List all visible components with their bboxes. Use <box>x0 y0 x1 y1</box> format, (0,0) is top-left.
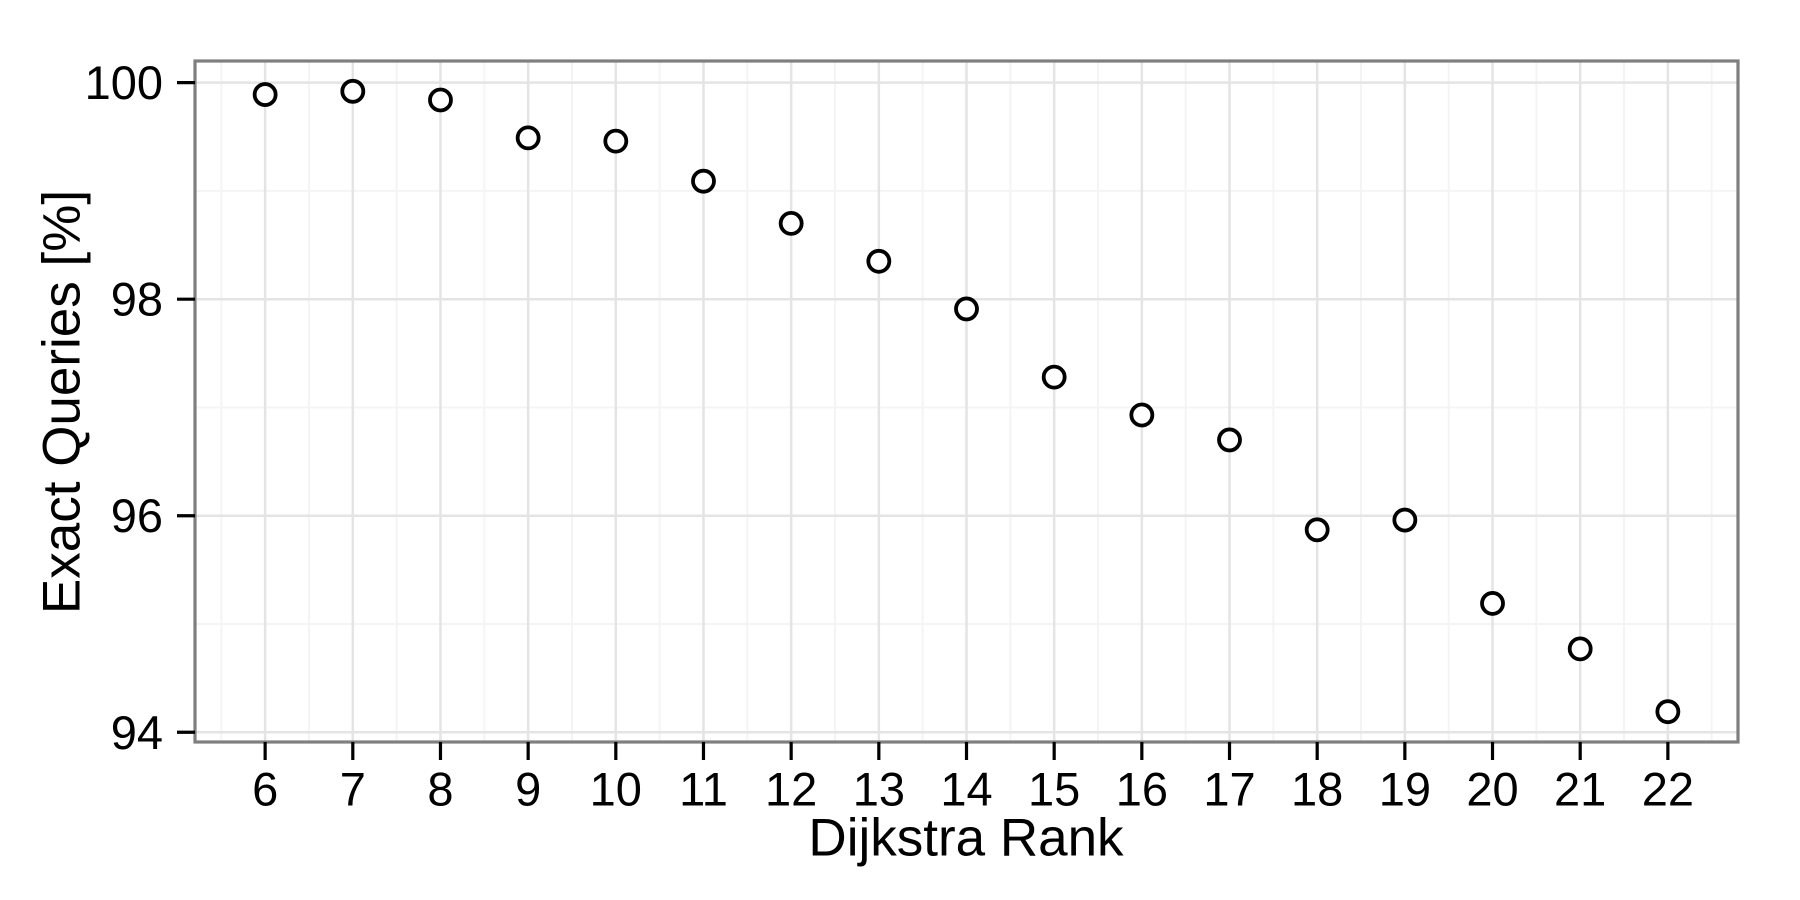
y-tick-label: 98 <box>111 273 163 326</box>
data-point <box>778 211 804 236</box>
x-tick-label: 11 <box>679 763 728 816</box>
x-tick-label: 19 <box>1379 763 1431 816</box>
x-tick-label: 15 <box>1028 763 1080 816</box>
x-tick-label: 21 <box>1554 763 1606 816</box>
data-point <box>603 128 629 154</box>
data-point <box>428 87 453 113</box>
x-tick-label: 18 <box>1291 763 1343 816</box>
y-axis-title: Exact Queries [%] <box>32 189 92 615</box>
data-point <box>1041 364 1067 390</box>
data-point <box>1392 507 1418 533</box>
x-tick-label: 13 <box>853 763 905 816</box>
x-tick-label: 20 <box>1466 763 1518 816</box>
y-tick-label: 100 <box>85 56 163 109</box>
data-point <box>1655 699 1681 725</box>
x-tick-label: 12 <box>765 763 817 816</box>
data-point <box>1304 517 1330 543</box>
x-tick-label: 16 <box>1116 763 1168 816</box>
x-tick-label: 8 <box>427 763 453 816</box>
y-tick-label: 94 <box>111 706 163 759</box>
data-point <box>1129 402 1155 428</box>
x-tick-label: 10 <box>590 763 642 816</box>
data-point <box>691 168 716 194</box>
x-tick-label: 9 <box>515 763 541 816</box>
x-tick-label: 22 <box>1642 763 1694 816</box>
x-tick-label: 6 <box>252 763 278 816</box>
data-point <box>866 248 892 274</box>
y-tick-label: 96 <box>111 489 163 542</box>
data-point <box>252 82 278 107</box>
data-point <box>1480 591 1505 616</box>
x-axis-title: Dijkstra Rank <box>808 808 1124 868</box>
x-tick-label: 14 <box>940 763 992 816</box>
x-tick-label: 7 <box>340 763 366 816</box>
data-point <box>1567 636 1593 662</box>
data-point <box>954 296 979 322</box>
x-tick-label: 17 <box>1203 763 1255 816</box>
data-point <box>515 125 541 151</box>
data-point <box>1217 427 1242 453</box>
data-point <box>340 78 366 104</box>
